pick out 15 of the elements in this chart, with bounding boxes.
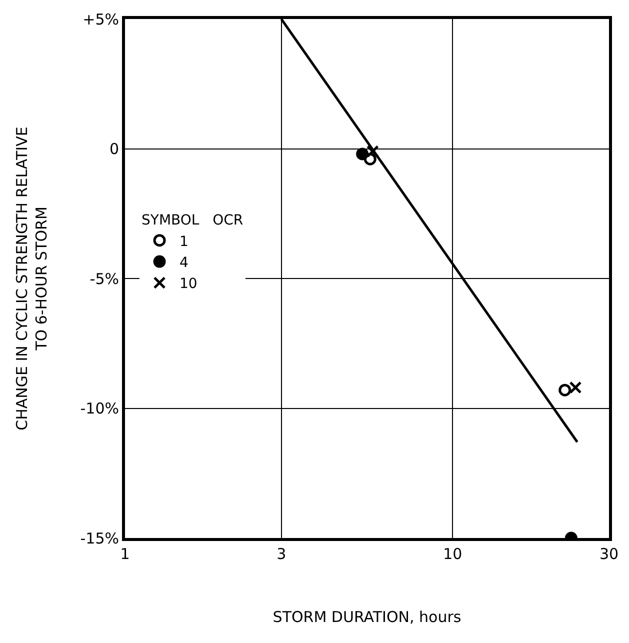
y-axis-title: CHANGE IN CYCLIC STRENGTH RELATIVE TO 6-HOUR STORM: [12, 126, 50, 430]
legend-label: 1: [180, 234, 188, 250]
y-tick-label: -10%: [80, 400, 119, 418]
x-tick-label: 10: [443, 545, 462, 563]
y-tick-label: 0: [109, 140, 119, 158]
x-tick-label: 30: [599, 545, 619, 563]
legend-label: 10: [180, 276, 198, 292]
x-tick-label: 1: [120, 545, 130, 563]
x-tick-label: 3: [276, 545, 286, 563]
y-tick-label: -5%: [90, 270, 119, 288]
x-axis-title: STORM DURATION, hours: [272, 608, 462, 626]
legend-title: SYMBOL OCR: [142, 212, 244, 229]
y-tick-label: -15%: [80, 529, 119, 548]
legend-label: 4: [180, 255, 189, 272]
y-tick-label: +5%: [82, 10, 119, 28]
